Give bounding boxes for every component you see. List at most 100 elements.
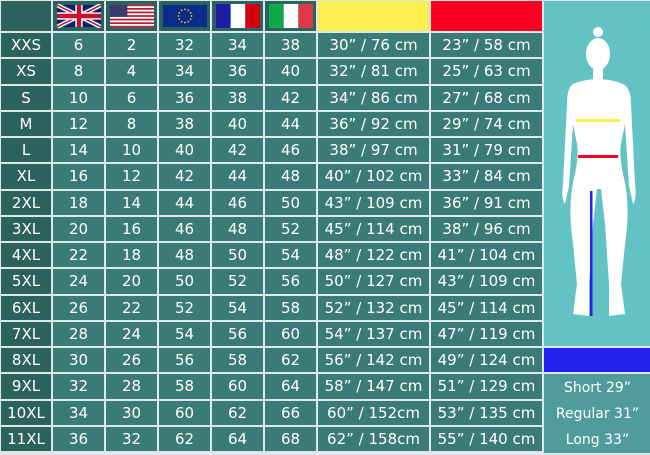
cell-it: 56 — [265, 269, 316, 294]
cell-uk: 6 — [53, 33, 104, 58]
cell-uk: 30 — [53, 348, 104, 373]
cell-us: 32 — [106, 426, 157, 451]
cell-eu: 34 — [159, 59, 210, 84]
cell-uk: 24 — [53, 269, 104, 294]
size-label: XL — [1, 164, 51, 189]
us-flag-icon — [106, 1, 157, 31]
cell-us: 16 — [106, 216, 157, 241]
eu-flag-icon — [159, 1, 210, 31]
cell-us: 8 — [106, 111, 157, 136]
cell-chest: 32” / 81 cm — [318, 59, 429, 84]
cell-chest: 60” / 152cm — [318, 400, 429, 425]
cell-it: 38 — [265, 33, 316, 58]
cell-it: 42 — [265, 85, 316, 110]
cell-eu: 54 — [159, 321, 210, 346]
cell-chest: 62” / 158cm — [318, 426, 429, 451]
cell-fr: 46 — [212, 190, 263, 215]
cell-chest: 58” / 147 cm — [318, 374, 429, 399]
size-label: L — [1, 138, 51, 163]
italy-flag-icon — [265, 1, 316, 31]
cell-it: 64 — [265, 374, 316, 399]
cell-waist: 38” / 96 cm — [431, 216, 542, 241]
cell-uk: 34 — [53, 400, 104, 425]
cell-uk: 20 — [53, 216, 104, 241]
inseam-short: Short 29” — [563, 379, 632, 396]
cell-waist: 23” / 58 cm — [431, 33, 542, 58]
cell-eu: 36 — [159, 85, 210, 110]
size-label: 9XL — [1, 374, 51, 399]
cell-waist: 41” / 104 cm — [431, 243, 542, 268]
cell-fr: 50 — [212, 243, 263, 268]
cell-fr: 42 — [212, 138, 263, 163]
cell-eu: 46 — [159, 216, 210, 241]
cell-eu: 44 — [159, 190, 210, 215]
cell-us: 30 — [106, 400, 157, 425]
cell-it: 48 — [265, 164, 316, 189]
cell-fr: 44 — [212, 164, 263, 189]
cell-us: 12 — [106, 164, 157, 189]
cell-uk: 16 — [53, 164, 104, 189]
inseam-regular: Regular 31” — [555, 405, 640, 422]
cell-chest: 56” / 142 cm — [318, 348, 429, 373]
cell-fr: 40 — [212, 111, 263, 136]
cell-uk: 18 — [53, 190, 104, 215]
cell-uk: 32 — [53, 374, 104, 399]
cell-us: 10 — [106, 138, 157, 163]
cell-chest: 52” / 132 cm — [318, 295, 429, 320]
cell-fr: 36 — [212, 59, 263, 84]
cell-fr: 58 — [212, 348, 263, 373]
cell-eu: 40 — [159, 138, 210, 163]
cell-us: 26 — [106, 348, 157, 373]
cell-fr: 54 — [212, 295, 263, 320]
cell-waist: 31” / 79 cm — [431, 138, 542, 163]
cell-us: 24 — [106, 321, 157, 346]
cell-waist: 25” / 63 cm — [431, 59, 542, 84]
cell-it: 66 — [265, 400, 316, 425]
cell-uk: 36 — [53, 426, 104, 451]
cell-us: 18 — [106, 243, 157, 268]
cell-it: 50 — [265, 190, 316, 215]
cell-eu: 60 — [159, 400, 210, 425]
cell-eu: 48 — [159, 243, 210, 268]
size-label: M — [1, 111, 51, 136]
size-label: XS — [1, 59, 51, 84]
cell-chest: 54” / 137 cm — [318, 321, 429, 346]
cell-us: 20 — [106, 269, 157, 294]
chest-color-header — [318, 1, 429, 31]
size-label: S — [1, 85, 51, 110]
cell-waist: 47” / 119 cm — [431, 321, 542, 346]
size-label: 11XL — [1, 426, 51, 451]
cell-chest: 45” / 114 cm — [318, 216, 429, 241]
cell-it: 52 — [265, 216, 316, 241]
size-label: 7XL — [1, 321, 51, 346]
cell-it: 40 — [265, 59, 316, 84]
cell-waist: 51” / 129 cm — [431, 374, 542, 399]
cell-it: 58 — [265, 295, 316, 320]
cell-us: 4 — [106, 59, 157, 84]
cell-eu: 50 — [159, 269, 210, 294]
cell-chest: 36” / 92 cm — [318, 111, 429, 136]
cell-eu: 52 — [159, 295, 210, 320]
cell-waist: 45” / 114 cm — [431, 295, 542, 320]
cell-chest: 48” / 122 cm — [318, 243, 429, 268]
cell-eu: 58 — [159, 374, 210, 399]
uk-flag-icon — [53, 1, 104, 31]
cell-fr: 48 — [212, 216, 263, 241]
size-label: 2XL — [1, 190, 51, 215]
cell-eu: 38 — [159, 111, 210, 136]
size-label: 8XL — [1, 348, 51, 373]
size-label: 3XL — [1, 216, 51, 241]
cell-fr: 34 — [212, 33, 263, 58]
cell-eu: 32 — [159, 33, 210, 58]
cell-it: 60 — [265, 321, 316, 346]
size-label: 5XL — [1, 269, 51, 294]
cell-waist: 29” / 74 cm — [431, 111, 542, 136]
cell-uk: 22 — [53, 243, 104, 268]
inseam-long: Long 33” — [565, 431, 630, 448]
cell-fr: 60 — [212, 374, 263, 399]
cell-uk: 8 — [53, 59, 104, 84]
france-flag-icon — [212, 1, 263, 31]
cell-chest: 40” / 102 cm — [318, 164, 429, 189]
cell-fr: 52 — [212, 269, 263, 294]
